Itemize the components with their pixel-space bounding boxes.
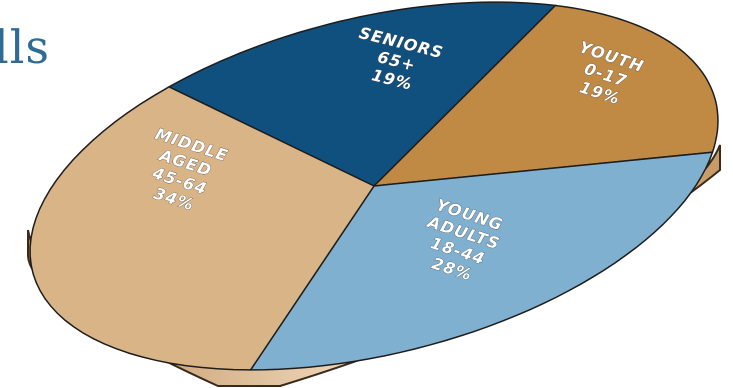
pie-slice [29,85,376,371]
page-title: lls [0,20,51,74]
pie-slice [167,1,558,187]
pie-slice [371,4,719,187]
pie-slice [249,151,714,371]
